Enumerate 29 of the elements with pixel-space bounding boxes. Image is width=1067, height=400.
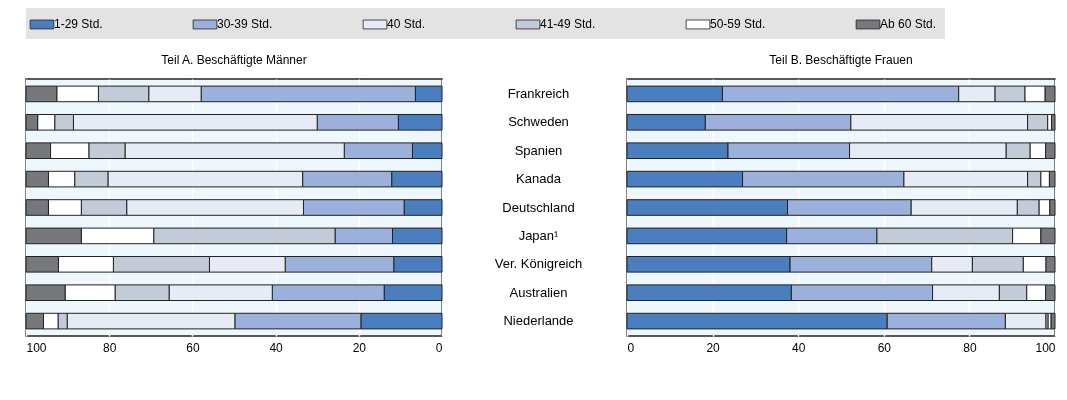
y-tick-label: Japan¹	[518, 227, 560, 243]
x-tick-label: 0	[627, 340, 635, 355]
y-tick-label: Spanien	[514, 142, 563, 158]
legend-label: 30-39 Std.	[217, 17, 273, 32]
y-tick-label: Australien	[509, 284, 568, 300]
chart-title: Teil A. Beschäftigte Männer	[161, 53, 307, 67]
y-tick-label: Frankreich	[507, 85, 570, 101]
chart-title: Teil B. Beschäftigte Frauen	[769, 53, 913, 67]
y-tick-label: Deutschland	[502, 199, 575, 215]
legend-label: 1-29 Std.	[54, 17, 103, 32]
x-tick-label: 100	[1035, 340, 1056, 355]
x-tick-label: 40	[792, 340, 806, 355]
legend-label: 40 Std.	[387, 17, 426, 32]
legend-label: Ab 60 Std.	[880, 17, 937, 32]
legend-label: 50-59 Std.	[710, 17, 766, 32]
x-tick-label: 80	[103, 340, 117, 355]
y-tick-label: Niederlande	[503, 313, 574, 329]
x-tick-label: 60	[877, 340, 892, 355]
x-tick-label: 100	[26, 340, 47, 355]
x-tick-label: 60	[186, 340, 200, 355]
x-tick-label: 0	[435, 340, 443, 355]
y-tick-label: Schweden	[508, 114, 569, 130]
x-tick-label: 80	[963, 340, 977, 355]
x-tick-label: 20	[352, 340, 367, 355]
y-tick-label: Kanada	[516, 171, 562, 187]
x-tick-label: 40	[269, 340, 284, 355]
legend-label: 41-49 Std.	[540, 17, 596, 32]
x-tick-label: 20	[706, 340, 721, 355]
y-tick-label: Ver. Königreich	[494, 256, 583, 272]
